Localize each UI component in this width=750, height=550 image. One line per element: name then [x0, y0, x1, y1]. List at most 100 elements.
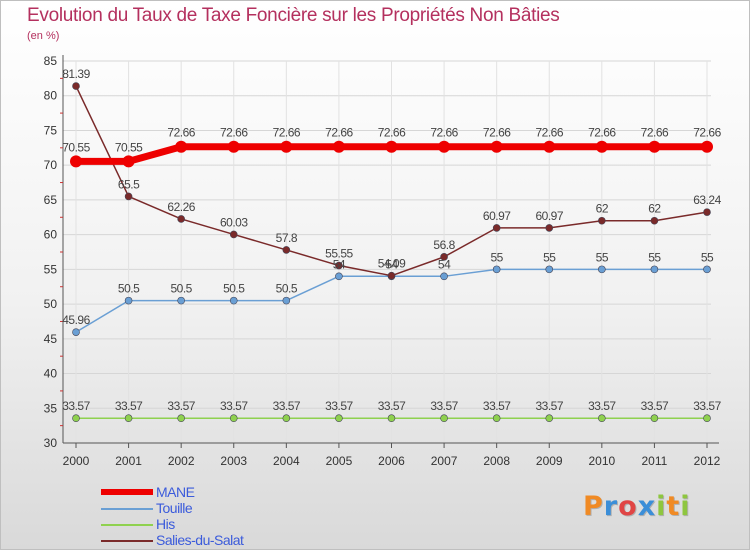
- data-point-mane: [385, 140, 398, 153]
- data-point-salies-du-salat: [229, 230, 238, 239]
- data-label-salies-du-salat: 60.97: [535, 209, 563, 223]
- data-point-his: [282, 414, 291, 423]
- data-label-his: 33.57: [220, 399, 248, 413]
- data-label-salies-du-salat: 60.97: [483, 209, 511, 223]
- data-label-his: 33.57: [535, 399, 563, 413]
- data-point-mane: [280, 140, 293, 153]
- data-label-his: 33.57: [167, 399, 195, 413]
- x-tick-label: 2006: [378, 454, 405, 468]
- x-tick-label: 2003: [220, 454, 247, 468]
- data-point-mane: [438, 140, 451, 153]
- data-point-touille: [440, 272, 448, 281]
- data-label-his: 33.57: [693, 399, 721, 413]
- data-point-salies-du-salat: [598, 216, 606, 225]
- legend-swatch-salies-du-salat: [101, 540, 153, 542]
- data-point-touille: [282, 296, 291, 305]
- data-label-mane: 72.66: [273, 126, 301, 140]
- data-label-touille: 55: [596, 250, 609, 264]
- data-label-salies-du-salat: 65.5: [118, 177, 140, 191]
- data-label-mane: 70.55: [115, 140, 143, 154]
- data-point-touille: [703, 265, 711, 274]
- x-tick-label: 2012: [694, 454, 721, 468]
- logo-letter: r: [603, 491, 619, 522]
- data-point-salies-du-salat: [282, 246, 291, 254]
- data-label-salies-du-salat: 55.55: [325, 247, 353, 261]
- legend-label-his: His: [156, 516, 175, 532]
- data-label-his: 33.57: [641, 399, 669, 413]
- data-point-his: [703, 414, 711, 423]
- legend-label-mane: MANE: [156, 484, 195, 500]
- data-point-salies-du-salat: [440, 253, 448, 261]
- legend-swatch-mane: [101, 489, 153, 495]
- data-label-touille: 55: [648, 250, 661, 264]
- data-point-touille: [177, 296, 185, 305]
- y-tick-label: 60: [44, 228, 58, 242]
- data-point-salies-du-salat: [177, 215, 185, 223]
- data-point-mane: [70, 155, 82, 168]
- x-tick-label: 2009: [536, 454, 563, 468]
- data-label-salies-du-salat: 62.26: [167, 200, 195, 214]
- data-label-his: 33.57: [62, 399, 90, 413]
- data-point-touille: [545, 265, 554, 274]
- data-label-touille: 50.5: [223, 282, 245, 296]
- data-label-salies-du-salat: 54.09: [378, 257, 406, 271]
- legend-item-his[interactable]: His: [101, 516, 341, 533]
- data-point-his: [335, 414, 343, 423]
- data-label-mane: 72.66: [483, 126, 511, 140]
- y-tick-label: 85: [44, 54, 58, 68]
- y-tick-label: 40: [44, 367, 58, 381]
- data-point-mane: [175, 140, 188, 153]
- legend-item-salies-du-salat[interactable]: Salies-du-Salat: [101, 532, 341, 549]
- y-tick-label: 80: [44, 89, 58, 103]
- data-label-his: 33.57: [273, 399, 301, 413]
- data-point-salies-du-salat: [124, 192, 133, 201]
- logo-letter: o: [618, 491, 638, 522]
- data-point-mane: [332, 140, 345, 153]
- data-label-his: 33.57: [588, 399, 616, 413]
- data-point-touille: [335, 272, 343, 281]
- data-label-his: 33.57: [483, 399, 511, 413]
- legend-item-touille[interactable]: Touille: [101, 500, 341, 517]
- y-tick-label: 50: [44, 297, 58, 311]
- data-label-mane: 72.66: [220, 126, 248, 140]
- data-label-mane: 72.66: [535, 126, 563, 140]
- logo-letter: i: [656, 491, 667, 522]
- data-point-touille: [598, 265, 606, 274]
- legend-swatch-touille: [101, 508, 153, 510]
- data-point-touille: [72, 328, 80, 336]
- x-tick-label: 2000: [63, 454, 90, 468]
- data-point-mane: [122, 155, 135, 168]
- data-label-salies-du-salat: 56.8: [433, 238, 455, 252]
- data-point-touille: [650, 265, 659, 274]
- data-point-his: [598, 414, 606, 423]
- data-point-salies-du-salat: [703, 208, 711, 216]
- x-tick-label: 2010: [588, 454, 615, 468]
- data-label-touille: 50.5: [170, 282, 192, 296]
- data-point-mane: [543, 140, 556, 153]
- data-point-salies-du-salat: [387, 271, 396, 280]
- data-label-his: 33.57: [115, 399, 143, 413]
- data-point-mane: [595, 140, 608, 153]
- data-point-mane: [701, 140, 713, 153]
- x-tick-label: 2005: [326, 454, 353, 468]
- legend-swatch-his: [101, 524, 153, 526]
- data-label-mane: 72.66: [378, 126, 406, 140]
- y-tick-label: 35: [44, 401, 58, 415]
- logo-letter: P: [583, 491, 604, 522]
- x-tick-label: 2007: [431, 454, 458, 468]
- y-tick-label: 65: [44, 193, 58, 207]
- chart-title: Evolution du Taux de Taxe Foncière sur l…: [27, 5, 560, 26]
- data-point-touille: [492, 265, 501, 274]
- data-label-salies-du-salat: 63.24: [693, 193, 721, 207]
- data-point-salies-du-salat: [650, 216, 659, 225]
- data-label-touille: 54: [385, 257, 398, 271]
- legend-item-mane[interactable]: MANE: [101, 484, 341, 501]
- data-point-his: [177, 414, 185, 423]
- x-tick-label: 2004: [273, 454, 300, 468]
- data-point-mane: [648, 140, 661, 153]
- proxiti-logo: Proxiti: [583, 491, 691, 522]
- data-label-salies-du-salat: 60.03: [220, 215, 248, 229]
- data-point-his: [440, 414, 448, 423]
- data-point-mane: [490, 140, 503, 153]
